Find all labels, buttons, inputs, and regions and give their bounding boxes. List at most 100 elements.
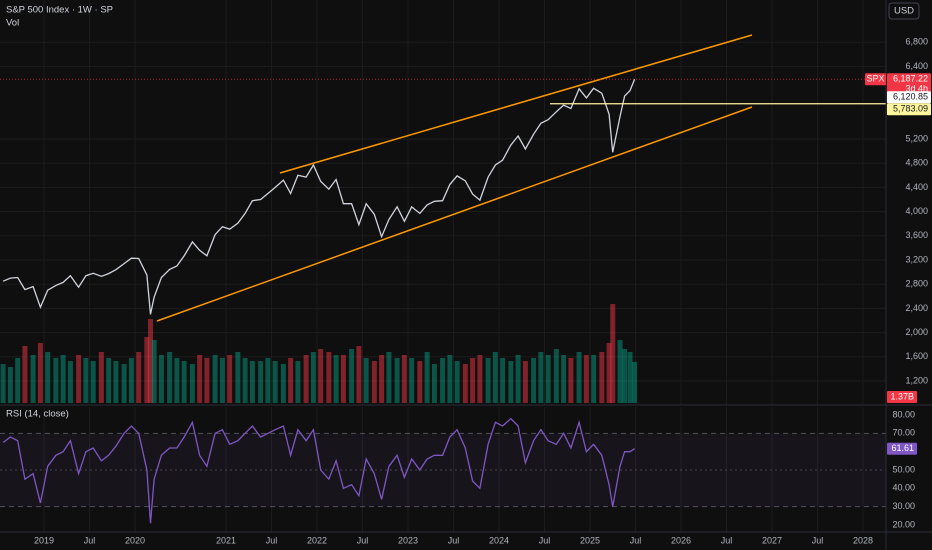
volume-bar [0,364,6,403]
volume-bar [30,355,36,403]
y-tick-label: 3,600 [905,230,928,240]
y-tick-label: 4,000 [905,206,928,216]
axis-labels: 2019 Jul 2020 2021 Jul 2022 Jul 2023 Jul 2024 Jul 2… [34,37,931,545]
volume-bar [627,352,633,403]
x-tick-label: 2024 [489,535,509,545]
volume-bar [508,361,514,403]
rsi-line [2,417,635,524]
x-tick-label: Jul [448,535,460,545]
volume-bar [7,367,13,403]
x-tick-label: Jul [84,535,96,545]
rsi-tick-label: 20.00 [892,519,915,529]
y-tick-label: 4,800 [905,158,928,168]
volume-bar [477,355,483,403]
rsi-band-fill [0,433,886,507]
volume-bar [424,352,430,403]
volume-bar [197,355,203,403]
volume-bar [538,352,544,403]
volume-bar [485,358,491,403]
volume-bar [531,358,537,403]
volume-bar [462,364,468,403]
channel-upper [279,34,753,174]
x-tick-label: 2025 [580,535,600,545]
volume-bar [212,355,218,403]
x-tick-label: Jul [812,535,824,545]
volume-bar [235,352,241,403]
drawings [156,34,753,322]
x-tick-label: 2021 [216,535,236,545]
volume-bar [632,361,638,403]
volume-bar [151,340,157,403]
volume-bar [45,352,51,403]
y-tick-label: 1,600 [905,351,928,361]
y-tick-label: 6,400 [905,61,928,71]
volume-bar [265,358,271,403]
volume-bar [128,358,134,403]
volume-bar [295,361,301,403]
y-tick-label: 2,400 [905,303,928,313]
volume-bar [409,358,415,403]
volume-bar [401,355,407,403]
volume-bar [371,361,377,403]
y-tick-label: 4,400 [905,182,928,192]
volume-bar [417,361,423,403]
volume-bar [386,352,392,403]
volume-title: Vol [6,18,19,29]
volume-bar [522,361,528,403]
volume-bar [242,358,248,403]
volume-bar [333,355,339,403]
volume-last-label: 1.37B [890,391,914,401]
rsi-last-label: 61.61 [891,443,914,453]
rsi-tick-label: 70.00 [892,428,915,438]
volume-bar [591,355,597,403]
volume-bar [106,358,112,403]
volume-bar [189,364,195,403]
volume-bar [318,349,324,403]
volume-bar [121,364,127,403]
volume-bar [219,358,225,403]
volume-bar [454,361,460,403]
volume-bar [181,361,187,403]
countdown-label: 3d 4h [905,84,928,94]
volume-bar [515,355,521,403]
plot-layer [0,78,886,524]
x-tick-label: Jul [357,535,369,545]
volume-bar [136,352,142,403]
volume-bar [617,340,623,403]
volume-bar [37,343,43,403]
volume-bar [394,358,400,403]
channel-lower [156,106,753,322]
x-tick-label: 2022 [307,535,327,545]
last-price-label: 6,187.22 [893,74,928,84]
volume-bar [606,343,612,403]
volume-bar [363,358,369,403]
x-tick-label: 2027 [762,535,782,545]
volume-bar [561,355,567,403]
volume-bar [349,349,355,403]
volume-bar [83,358,89,403]
x-tick-label: 2028 [853,535,873,545]
volume-bar [148,319,154,403]
volume-bar [492,352,498,403]
volume-bar [90,361,96,403]
volume-bar [576,352,582,403]
rsi-tick-label: 50.00 [892,464,915,474]
rsi-tick-label: 80.00 [892,409,915,419]
volume-bar [22,346,28,403]
currency-button[interactable] [888,2,920,20]
level-label: 5,783.09 [893,104,928,114]
volume-bar [204,358,210,403]
volume-bar [326,352,332,403]
volume-bar [167,352,173,403]
currency-label[interactable]: USD [894,6,914,17]
volume-bar [356,346,362,403]
volume-bar [76,355,82,403]
volume-bar [431,364,437,403]
x-tick-label: 2026 [671,535,691,545]
volume-bar [553,349,559,403]
volume-bar [500,358,506,403]
level-label: 6,120.85 [893,92,928,102]
